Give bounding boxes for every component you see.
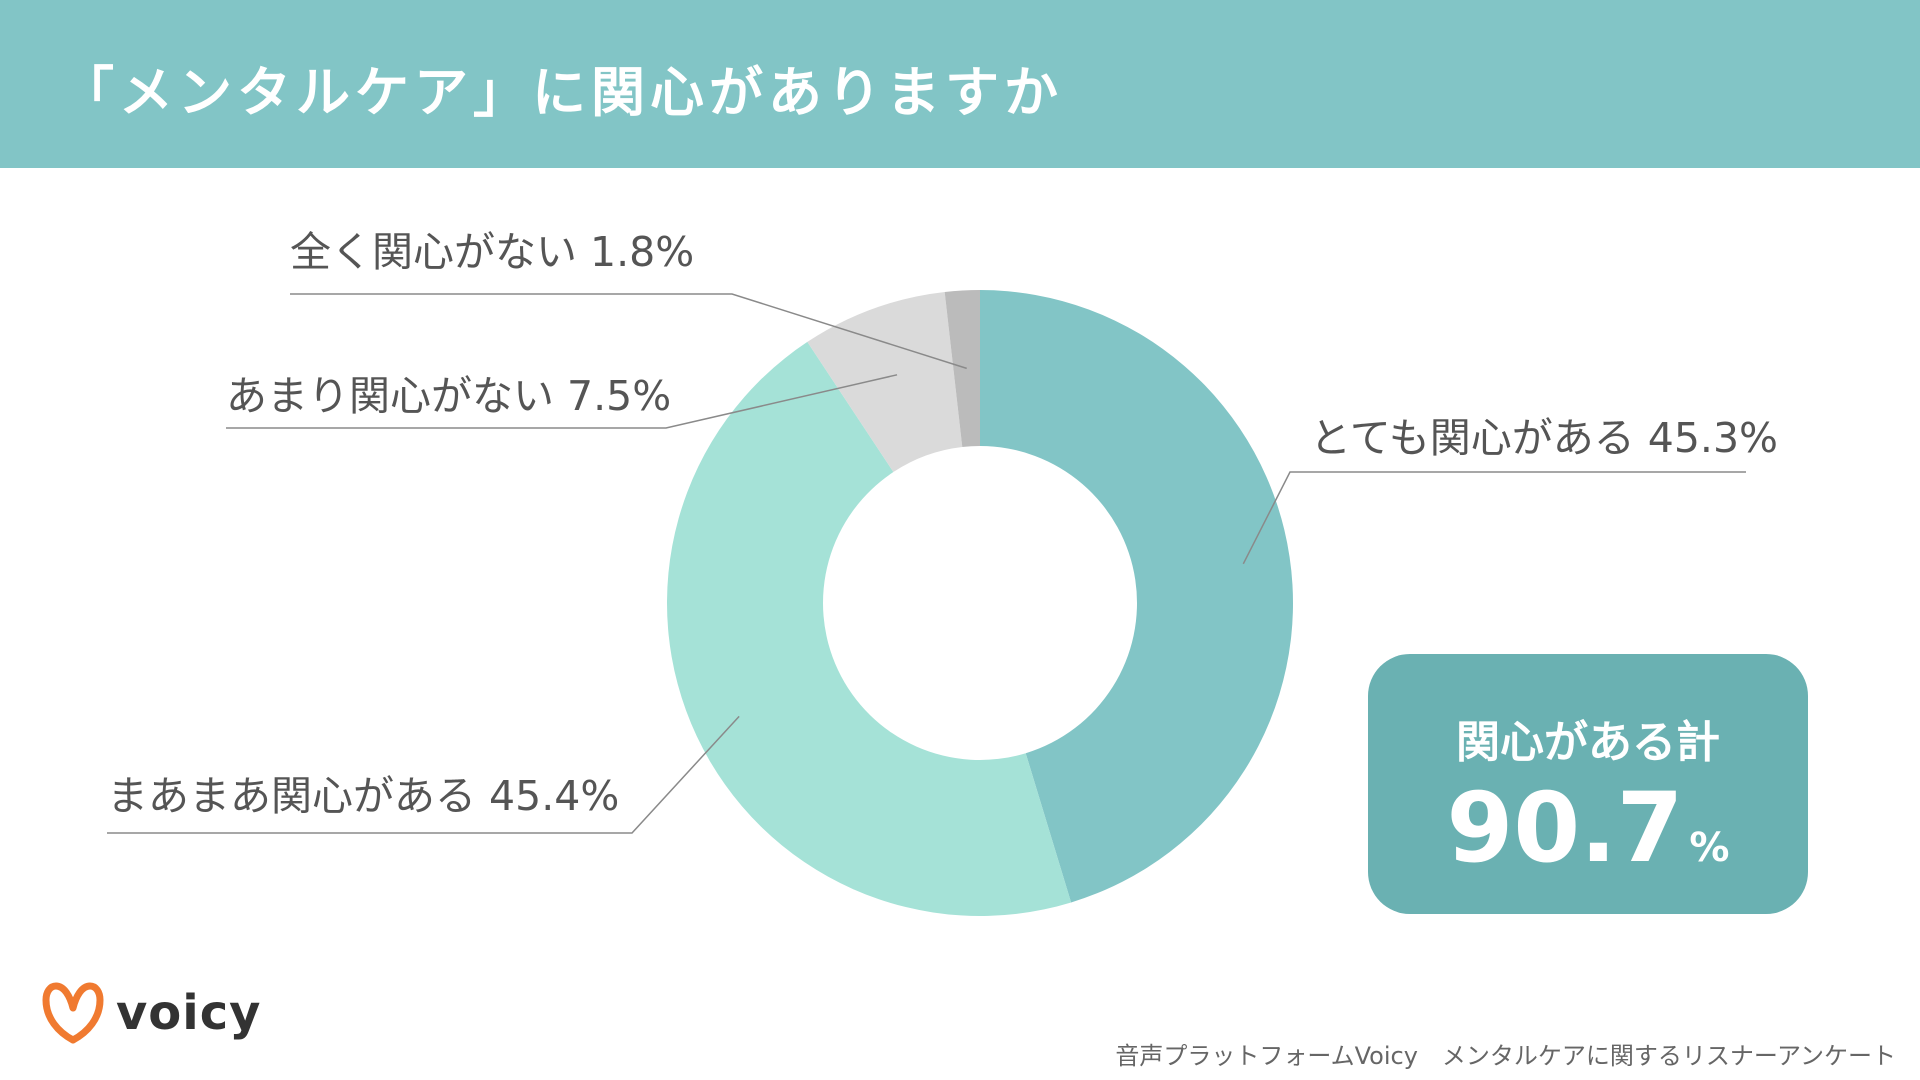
summary-unit: % (1689, 825, 1730, 871)
header-bar: 「メンタルケア」に関心がありますか (0, 0, 1920, 168)
summary-value-row: 90.7% (1368, 772, 1808, 884)
slice-not-very-interested (807, 291, 963, 473)
label-not-very-interested: あまり関心がない 7.5% (226, 372, 672, 420)
page-title: 「メンタルケア」に関心がありますか (60, 61, 1063, 124)
brand-name: voicy (116, 985, 262, 1041)
slice-not-interested (944, 290, 980, 448)
voicy-logo-icon (42, 982, 104, 1044)
leader-somewhat-interested (107, 715, 740, 834)
slice-somewhat-interested (666, 341, 1072, 916)
leader-very-interested (1242, 471, 1746, 565)
leader-not-interested (290, 293, 967, 370)
footer-source: 音声プラットフォームVoicy メンタルケアに関するリスナーアンケート (1115, 1042, 1896, 1070)
leader-not-very-interested (226, 374, 898, 429)
label-very-interested: とても関心がある 45.3% (1310, 414, 1778, 462)
slice-very-interested (980, 290, 1293, 903)
summary-box: 関心がある計 90.7% (1368, 654, 1808, 914)
summary-value: 90.7 (1446, 772, 1684, 884)
summary-label: 関心がある計 (1456, 717, 1720, 768)
label-somewhat-interested: まあまあ関心がある 45.4% (107, 772, 620, 820)
label-not-interested: 全く関心がない 1.8% (290, 228, 695, 276)
brand-logo: voicy (40, 978, 261, 1048)
